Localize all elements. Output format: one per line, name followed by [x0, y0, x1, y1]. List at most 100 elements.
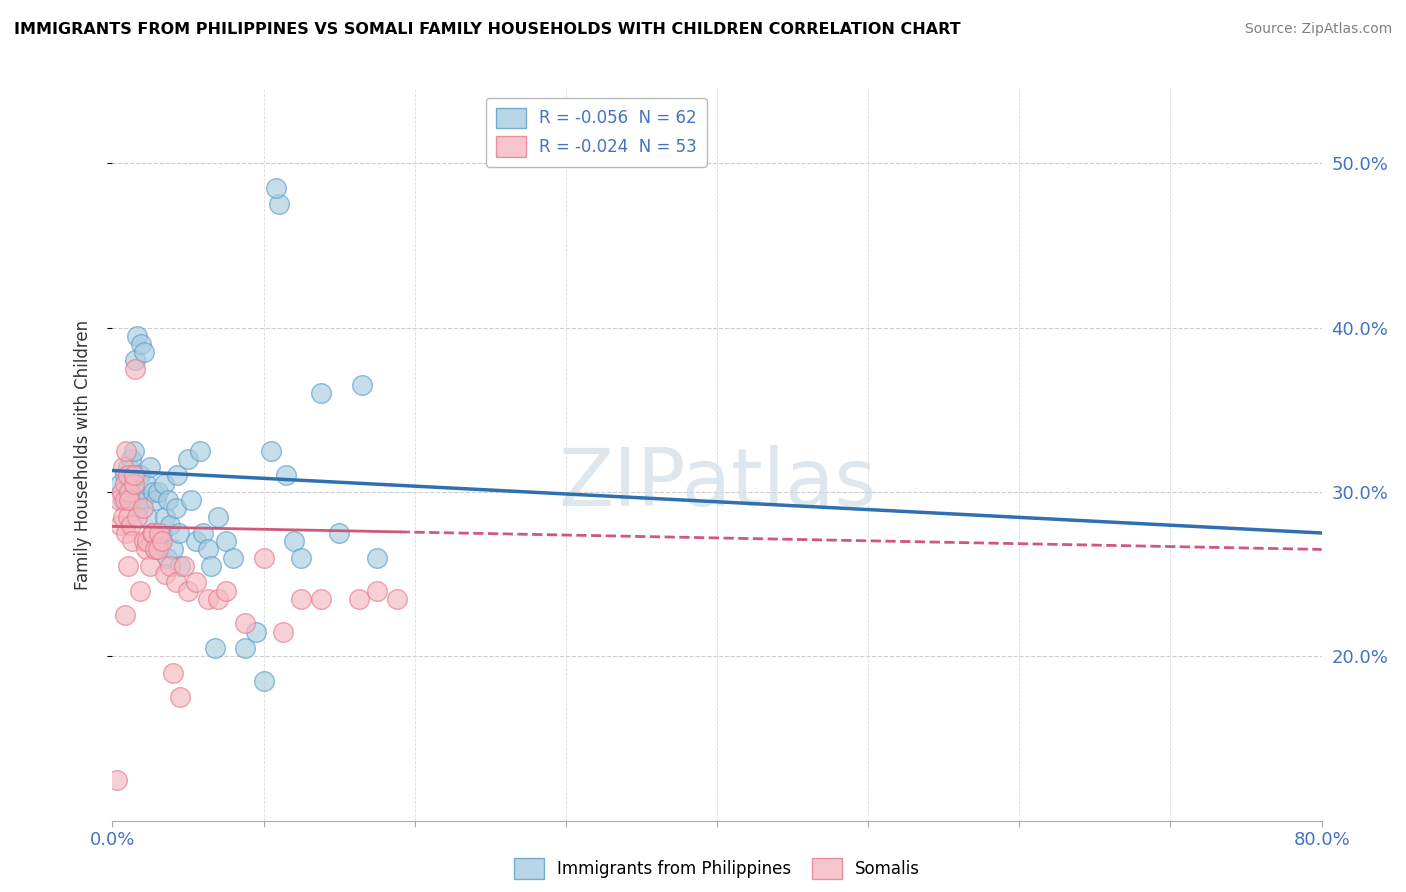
Point [121, 534, 143, 549]
Point [207, 509, 229, 524]
Point [276, 468, 298, 483]
Point [197, 542, 219, 557]
Point [122, 476, 145, 491]
Point [128, 583, 150, 598]
Point [112, 460, 135, 475]
Point [157, 493, 180, 508]
Point [141, 526, 163, 541]
Point [309, 591, 332, 606]
Point [117, 558, 139, 573]
Legend: Immigrants from Philippines, Somalis: Immigrants from Philippines, Somalis [508, 852, 927, 886]
Point [235, 641, 257, 656]
Point [191, 526, 214, 541]
Point [117, 509, 139, 524]
Point [271, 624, 294, 639]
Point [309, 386, 332, 401]
Point [114, 476, 136, 491]
Point [136, 534, 159, 549]
Point [162, 542, 184, 557]
Point [215, 583, 238, 598]
Point [117, 493, 139, 508]
Point [122, 468, 145, 483]
Point [107, 493, 129, 508]
Point [184, 534, 207, 549]
Point [129, 337, 152, 351]
Point [162, 665, 184, 680]
Point [112, 509, 135, 524]
Point [155, 567, 177, 582]
Point [159, 517, 181, 532]
Point [105, 772, 128, 787]
Point [169, 558, 191, 573]
Point [121, 493, 143, 508]
Point [290, 550, 312, 565]
Point [328, 526, 350, 541]
Point [112, 493, 135, 508]
Text: IMMIGRANTS FROM PHILIPPINES VS SOMALI FAMILY HOUSEHOLDS WITH CHILDREN CORRELATIO: IMMIGRANTS FROM PHILIPPINES VS SOMALI FA… [14, 22, 960, 37]
Point [132, 501, 155, 516]
Point [125, 509, 148, 524]
Point [125, 328, 148, 343]
Point [167, 526, 190, 541]
Point [155, 509, 177, 524]
Text: ZIPatlas: ZIPatlas [558, 445, 876, 524]
Point [118, 493, 141, 508]
Point [139, 558, 162, 573]
Point [177, 452, 200, 467]
Point [124, 484, 146, 499]
Point [153, 476, 176, 491]
Point [117, 468, 139, 483]
Point [128, 468, 150, 483]
Point [143, 542, 166, 557]
Point [124, 361, 146, 376]
Point [108, 517, 131, 532]
Point [142, 526, 165, 541]
Point [114, 608, 136, 623]
Point [245, 624, 267, 639]
Point [366, 583, 388, 598]
Point [134, 534, 156, 549]
Point [149, 534, 172, 549]
Point [117, 460, 139, 475]
Y-axis label: Family Households with Children: Family Households with Children [73, 320, 91, 590]
Point [139, 460, 162, 475]
Point [173, 558, 195, 573]
Point [110, 484, 132, 499]
Point [283, 534, 305, 549]
Point [150, 526, 173, 541]
Point [120, 452, 142, 467]
Point [135, 542, 157, 557]
Point [253, 550, 276, 565]
Point [165, 575, 187, 590]
Text: Source: ZipAtlas.com: Source: ZipAtlas.com [1244, 22, 1392, 37]
Point [260, 443, 283, 458]
Point [134, 345, 156, 359]
Point [235, 616, 257, 631]
Point [188, 443, 211, 458]
Point [124, 353, 146, 368]
Point [267, 197, 290, 211]
Point [156, 550, 179, 565]
Point [159, 558, 181, 573]
Point [120, 517, 142, 532]
Point [366, 550, 388, 565]
Point [184, 575, 207, 590]
Point [143, 542, 166, 557]
Point [165, 501, 187, 516]
Point [347, 591, 370, 606]
Point [114, 493, 136, 508]
Point [197, 591, 219, 606]
Point [117, 484, 139, 499]
Point [150, 534, 173, 549]
Point [169, 690, 191, 705]
Point [253, 673, 276, 688]
Point [177, 583, 200, 598]
Point [145, 493, 167, 508]
Point [148, 526, 170, 541]
Point [132, 493, 155, 508]
Point [146, 542, 169, 557]
Point [115, 526, 138, 541]
Point [166, 468, 188, 483]
Point [142, 484, 165, 499]
Point [350, 378, 373, 392]
